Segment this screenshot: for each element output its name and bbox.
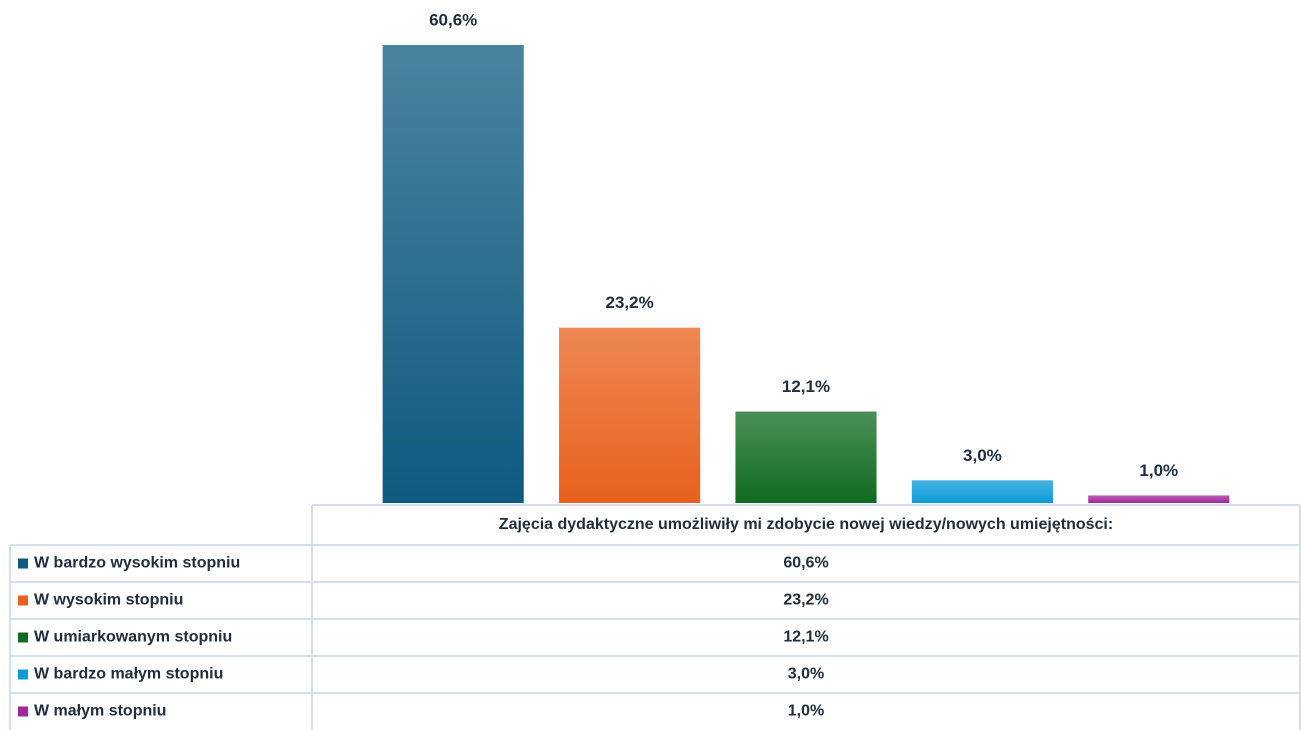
data-label: 3,0% bbox=[963, 446, 1002, 465]
legend-key bbox=[18, 632, 28, 643]
legend-label: W bardzo wysokim stopniu bbox=[34, 555, 240, 572]
legend-label: W wysokim stopniu bbox=[34, 592, 183, 609]
data-label: 60,6% bbox=[429, 10, 477, 29]
data-label: 23,2% bbox=[605, 293, 653, 312]
legend-label: W bardzo małym stopniu bbox=[34, 666, 223, 683]
bar bbox=[911, 480, 1053, 503]
category-label: Zajęcia dydaktyczne umożliwiły mi zdobyc… bbox=[499, 516, 1113, 533]
bar bbox=[382, 45, 524, 503]
table-value: 23,2% bbox=[783, 592, 828, 609]
legend-label: W umiarkowanym stopniu bbox=[34, 629, 232, 646]
bar bbox=[735, 411, 877, 503]
legend-key bbox=[18, 706, 28, 717]
legend-key bbox=[18, 558, 28, 569]
table-value: 60,6% bbox=[783, 555, 828, 572]
data-label: 1,0% bbox=[1139, 461, 1178, 480]
table-value: 12,1% bbox=[783, 629, 828, 646]
table-value: 1,0% bbox=[788, 703, 824, 720]
bar bbox=[559, 327, 701, 503]
legend-label: W małym stopniu bbox=[34, 703, 166, 720]
legend-key bbox=[18, 595, 28, 606]
bar bbox=[1088, 495, 1230, 503]
table-value: 3,0% bbox=[788, 666, 824, 683]
data-label: 12,1% bbox=[782, 377, 830, 396]
legend-key bbox=[18, 669, 28, 680]
